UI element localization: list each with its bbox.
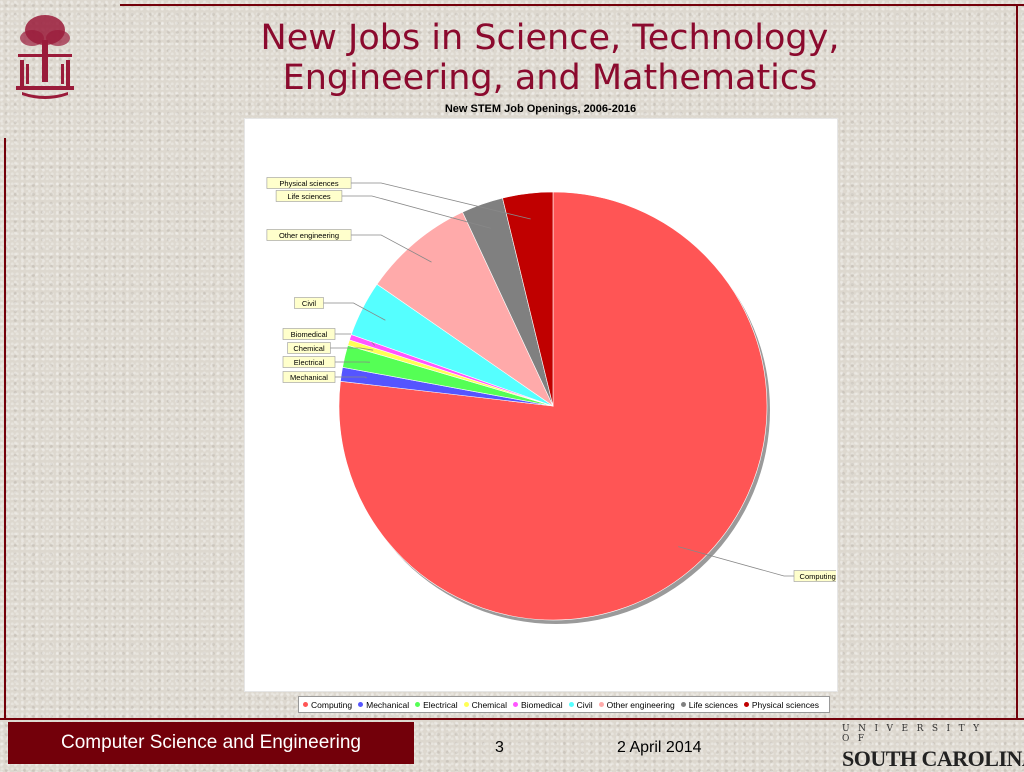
legend-label: Other engineering [607,700,675,710]
legend-swatch [569,702,574,707]
footer-line [0,718,1024,720]
legend-item: Biomedical [513,700,563,710]
legend-label: Mechanical [366,700,409,710]
usc-wordmark-top: UNIVERSITY OF [842,724,1018,744]
slice-label: Civil [302,299,316,308]
frame-top-line [120,4,1024,6]
legend-item: Electrical [415,700,457,710]
slice-label: Mechanical [290,373,328,382]
legend-item: Computing [303,700,352,710]
legend-item: Physical sciences [744,700,819,710]
legend-swatch [415,702,420,707]
slice-label: Life sciences [287,192,331,201]
legend-item: Other engineering [599,700,675,710]
legend-label: Biomedical [521,700,563,710]
legend-item: Life sciences [681,700,738,710]
legend-item: Civil [569,700,593,710]
slice-label: Biomedical [291,330,328,339]
slice-label: Electrical [294,358,325,367]
footer-date: 2 April 2014 [617,739,702,757]
legend-item: Mechanical [358,700,409,710]
chart-legend: Computing Mechanical Electrical Chemical Bio… [298,696,830,713]
legend-swatch [513,702,518,707]
slice-label: Chemical [293,344,325,353]
slide-title: New Jobs in Science, Technology, Enginee… [150,18,950,98]
footer-department: Computer Science and Engineering [8,722,414,764]
legend-swatch [744,702,749,707]
slice-label: Computing [800,572,836,581]
slice-label: Other engineering [279,231,339,240]
legend-item: Chemical [464,700,507,710]
legend-label: Physical sciences [752,700,819,710]
frame-right-line [1016,4,1018,718]
usc-wordmark-name: SOUTH CAROLINA. [842,746,1018,772]
legend-label: Electrical [423,700,457,710]
slide-title-line-1: New Jobs in Science, Technology, [150,18,950,58]
frame-left-line [4,138,6,718]
footer-page-number: 3 [495,739,504,757]
university-seal-logo [8,8,82,100]
slide-title-line-2: Engineering, and Mathematics [150,58,950,98]
legend-label: Civil [577,700,593,710]
legend-label: Computing [311,700,352,710]
legend-swatch [681,702,686,707]
chart-title: New STEM Job Openings, 2006-2016 [243,103,838,115]
legend-swatch [464,702,469,707]
usc-wordmark-logo: UNIVERSITY OF SOUTH CAROLINA. [842,724,1018,764]
slice-label: Physical sciences [279,179,338,188]
legend-swatch [303,702,308,707]
legend-swatch [358,702,363,707]
pie-chart: Computing Mechanical Electrical Chemical Bio… [244,118,836,690]
legend-label: Chemical [472,700,507,710]
legend-swatch [599,702,604,707]
legend-label: Life sciences [689,700,738,710]
